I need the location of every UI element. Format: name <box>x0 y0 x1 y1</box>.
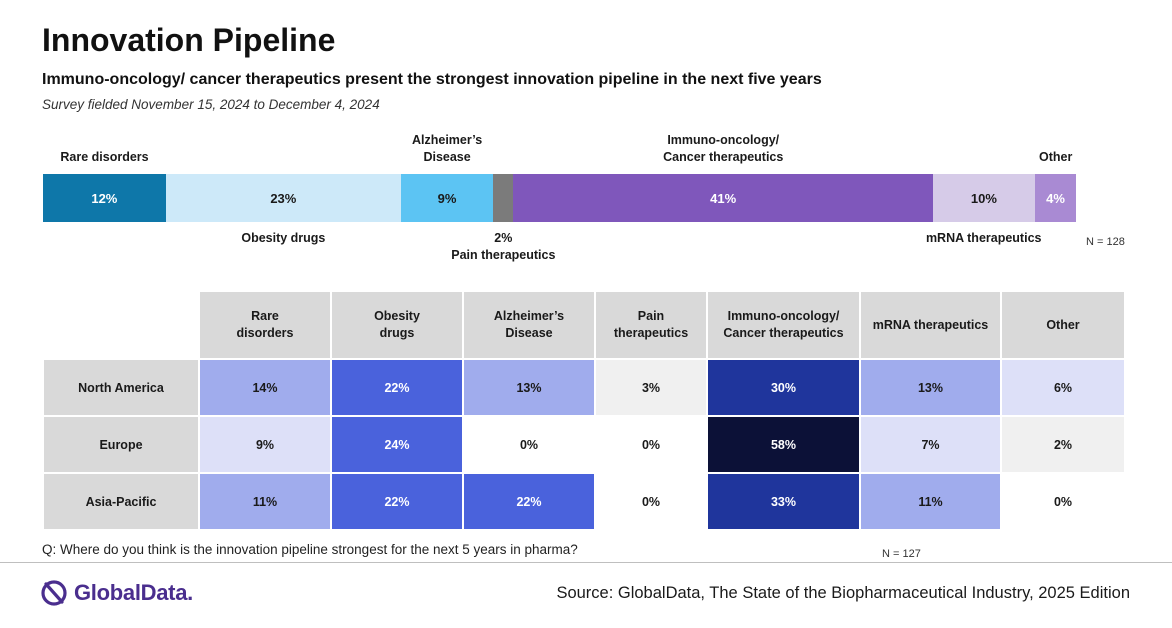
bar-segment-1: 12% <box>43 174 166 222</box>
bar-category-label-3: Alzheimer’s Disease <box>411 133 483 164</box>
survey-question: Q: Where do you think is the innovation … <box>42 542 578 557</box>
sample-size-bottom: N = 127 <box>882 548 921 560</box>
heatmap-cell: 9% <box>200 417 330 472</box>
bar-category-label-5: Immuno-oncology/Cancer therapeutics <box>663 133 784 164</box>
bar-segment-3: 9% <box>400 174 494 222</box>
bar-segment-7: 4% <box>1035 174 1076 222</box>
page-subtitle: Immuno-oncology/ cancer therapeutics pre… <box>42 71 822 88</box>
source-note: Source: GlobalData, The State of the Bio… <box>556 584 1130 602</box>
survey-date-note: Survey fielded November 15, 2024 to Dece… <box>42 97 380 112</box>
bar-category-label-7: Other <box>1039 150 1073 164</box>
heatmap-cell: 6% <box>1002 360 1124 415</box>
heatmap-cell: 7% <box>861 417 1000 472</box>
heatmap-row-label: Europe <box>44 417 198 472</box>
heatmap-cell: 0% <box>596 474 706 529</box>
heatmap-corner <box>44 292 198 358</box>
heatmap-row-label: Asia-Pacific <box>44 474 198 529</box>
stacked-bar-chart: 12% 23% 9% 41% 10% 4% <box>43 174 1076 222</box>
heatmap-cell: 33% <box>708 474 859 529</box>
heatmap-cell: 0% <box>596 417 706 472</box>
heatmap-column-header-4: Pain therapeutics <box>596 292 706 358</box>
heatmap-cell: 11% <box>861 474 1000 529</box>
bar-category-label-6: mRNA therapeutics <box>925 231 1042 245</box>
heatmap-row: North America 14% 22% 13% 3% 30% 13% 6% <box>44 360 1124 415</box>
sample-size-top: N = 128 <box>1086 236 1125 248</box>
page-title: Innovation Pipeline <box>42 22 336 58</box>
globaldata-logo: GlobalData. <box>40 578 193 608</box>
globaldata-logo-icon <box>41 580 67 606</box>
heatmap-column-header-5: Immuno-oncology/Cancer therapeutics <box>708 292 859 358</box>
logo-wordmark: GlobalData. <box>74 580 193 605</box>
heatmap-header-row: Rare disorders Obesity drugs Alzheimer’s Dise… <box>44 292 1124 358</box>
heatmap-cell: 14% <box>200 360 330 415</box>
heatmap-cell: 22% <box>332 360 462 415</box>
heatmap-cell: 0% <box>1002 474 1124 529</box>
heatmap-cell: 11% <box>200 474 330 529</box>
heatmap-cell: 24% <box>332 417 462 472</box>
heatmap-cell: 58% <box>708 417 859 472</box>
regional-heatmap-table: Rare disorders Obesity drugs Alzheimer’s Dise… <box>42 290 1126 531</box>
heatmap-column-header-2: Obesity drugs <box>332 292 462 358</box>
heatmap-cell: 30% <box>708 360 859 415</box>
heatmap-cell: 3% <box>596 360 706 415</box>
heatmap-cell: 22% <box>464 474 594 529</box>
heatmap-column-header-1: Rare disorders <box>200 292 330 358</box>
heatmap-cell: 13% <box>464 360 594 415</box>
heatmap-column-header-3: Alzheimer’s Disease <box>464 292 594 358</box>
bar-segment-5: 41% <box>513 174 933 222</box>
heatmap-column-header-6: mRNA therapeutics <box>861 292 1000 358</box>
heatmap-cell: 0% <box>464 417 594 472</box>
bar-segment-4 <box>493 174 514 222</box>
bar-category-label-1: Rare disorders <box>60 150 149 164</box>
footer-divider <box>0 562 1172 563</box>
heatmap-cell: 22% <box>332 474 462 529</box>
heatmap-row: Asia-Pacific 11% 22% 22% 0% 33% 11% 0% <box>44 474 1124 529</box>
bar-segment-6: 10% <box>932 174 1036 222</box>
heatmap-row: Europe 9% 24% 0% 0% 58% 7% 2% <box>44 417 1124 472</box>
heatmap-cell: 13% <box>861 360 1000 415</box>
bar-segment-2: 23% <box>165 174 401 222</box>
heatmap-row-label: North America <box>44 360 198 415</box>
bar-category-label-2: Obesity drugs <box>241 231 326 245</box>
bar-category-label-4: 2% Pain therapeutics <box>451 231 556 262</box>
heatmap-column-header-7: Other <box>1002 292 1124 358</box>
heatmap-cell: 2% <box>1002 417 1124 472</box>
